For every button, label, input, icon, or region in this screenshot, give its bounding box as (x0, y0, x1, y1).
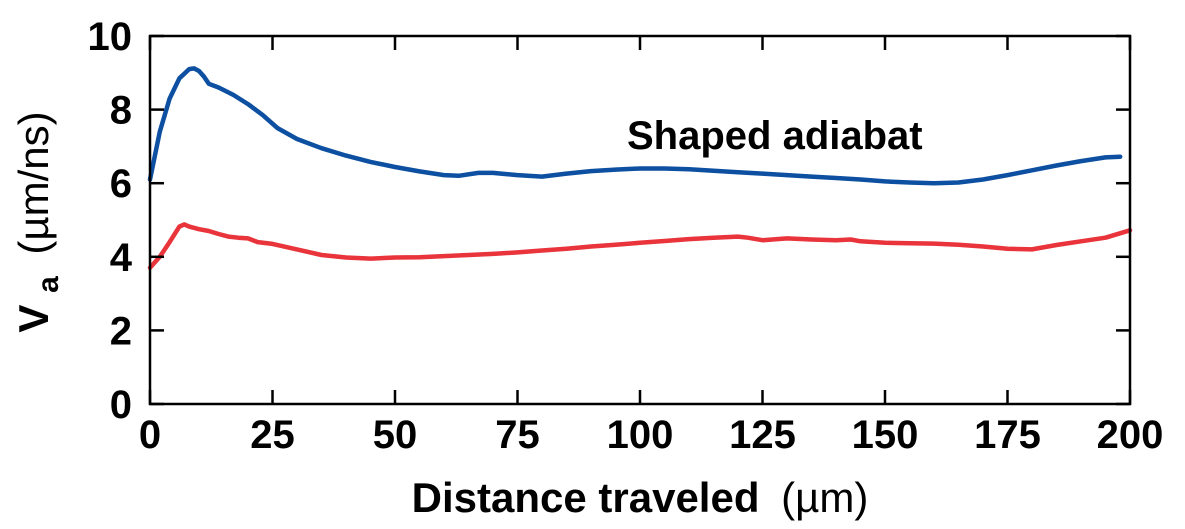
x-tick-label-7: 175 (974, 413, 1041, 457)
x-tick-label-3: 75 (495, 413, 540, 457)
x-tick-label-1: 25 (250, 413, 295, 457)
y-tick-labels: 0 2 4 6 8 10 (88, 15, 133, 427)
y-axis-label-main: V (10, 305, 57, 333)
x-axis-label: Distance traveled (µm) (412, 474, 869, 521)
annotation-shaped-adiabat: Shaped adiabat (627, 114, 923, 158)
y-axis-label: V a (µm/ns) (10, 111, 67, 332)
x-tick-label-0: 0 (139, 413, 161, 457)
series-line-2 (147, 222, 1133, 271)
y-tick-label-5: 10 (88, 15, 133, 59)
y-axis-label-sub: a (32, 276, 65, 293)
y-tick-label-3: 6 (110, 162, 132, 206)
y-tick-label-0: 0 (110, 383, 132, 427)
x-tick-labels: 0 25 50 75 100 125 150 175 200 (139, 413, 1164, 457)
x-tick-label-6: 150 (852, 413, 919, 457)
plot-frame (148, 34, 1132, 406)
x-tick-label-4: 100 (607, 413, 674, 457)
x-axis-label-main: Distance traveled (412, 474, 760, 521)
x-axis-label-unit: (µm) (781, 474, 868, 521)
ticks-layer (148, 34, 1132, 406)
y-axis-label-unit: (µm/ns) (10, 111, 57, 254)
series-layer (147, 66, 1133, 271)
y-tick-label-2: 4 (110, 236, 133, 280)
series-line-1 (147, 66, 1123, 186)
y-tick-label-4: 8 (110, 89, 132, 133)
y-tick-label-1: 2 (110, 309, 132, 353)
x-tick-label-5: 125 (729, 413, 796, 457)
x-tick-label-2: 50 (373, 413, 418, 457)
x-tick-label-8: 200 (1097, 413, 1164, 457)
